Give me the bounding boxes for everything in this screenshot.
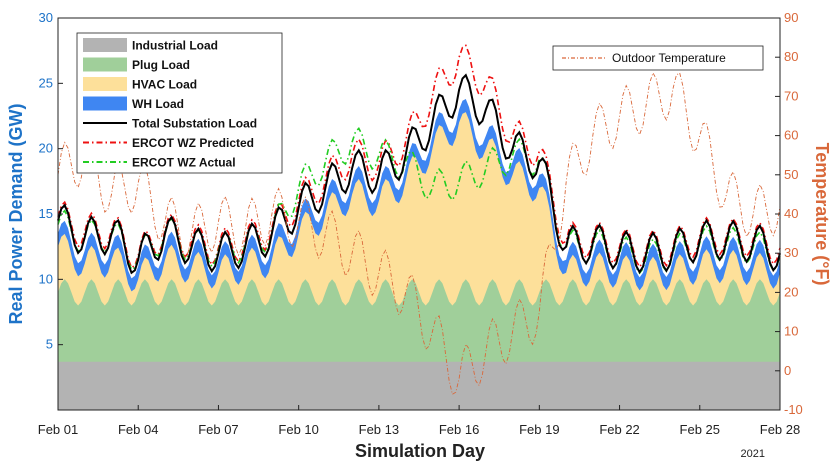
y2-axis-label: Temperature (°F) [812,143,830,286]
area-layers [58,99,780,410]
x-tick-label: Feb 16 [439,422,479,437]
legend-label: Total Substation Load [132,117,257,131]
y-axis-right: -10 0 10 20 30 40 50 60 70 80 90 [775,10,803,417]
legend-label: Plug Load [132,58,190,72]
x-tick-label: Feb 07 [198,422,238,437]
y2-tick-label: 80 [784,49,798,64]
x-tick-label: Feb 25 [680,422,720,437]
legend-swatch [83,77,127,91]
legend-label: HVAC Load [132,78,197,92]
x-tick-label: Feb 28 [760,422,800,437]
y2-tick-label: 60 [784,128,798,143]
y2-tick-label: 0 [784,363,791,378]
y-tick-label: 20 [39,141,53,156]
y-tick-label: 10 [39,271,53,286]
y2-tick-label: 70 [784,88,798,103]
x-axis-label: Simulation Day [355,441,485,461]
legend-swatch [83,38,127,52]
legend-swatch [83,96,127,111]
line-total-substation-load [57,73,781,275]
legend-swatch [83,57,127,72]
y2-tick-label: 20 [784,284,798,299]
y2-tick-label: 40 [784,206,798,221]
y-tick-label: 25 [39,75,53,90]
y-axis-left: 5 10 15 20 25 30 [39,10,63,352]
line-outdoor-temperature [57,71,781,396]
x-axis: Feb 01 Feb 04 Feb 07 Feb 10 Feb 13 Feb 16 Feb … [38,405,800,437]
y2-tick-label: 30 [784,245,798,260]
y2-tick-label: 90 [784,10,798,25]
x-tick-label: Feb 22 [599,422,639,437]
y-tick-label: 15 [39,206,53,221]
y-tick-label: 30 [39,10,53,25]
x-tick-label: Feb 04 [118,422,158,437]
line-layers [57,44,781,396]
legend-main: Industrial Load Plug Load HVAC Load WH Load… [76,32,283,174]
legend-label: ERCOT WZ Predicted [132,136,254,150]
x-tick-label: Feb 19 [519,422,559,437]
x-year-label: 2021 [741,448,765,460]
y-tick-label: 5 [46,337,53,352]
legend2-label: Outdoor Temperature [612,51,726,65]
legend-label: Industrial Load [132,39,218,53]
y2-tick-label: 50 [784,167,798,182]
legend-label: ERCOT WZ Actual [132,156,236,170]
x-tick-label: Feb 13 [359,422,399,437]
y-axis-label: Real Power Demand (GW) [6,103,26,324]
x-tick-label: Feb 01 [38,422,78,437]
area-industrial-load [58,361,780,410]
x-tick-label: Feb 10 [278,422,318,437]
legend-temperature: Outdoor Temperature [552,45,764,71]
y2-tick-label: -10 [784,402,803,417]
legend2-box [552,45,764,71]
legend-label: WH Load [132,97,184,111]
y2-tick-label: 10 [784,324,798,339]
